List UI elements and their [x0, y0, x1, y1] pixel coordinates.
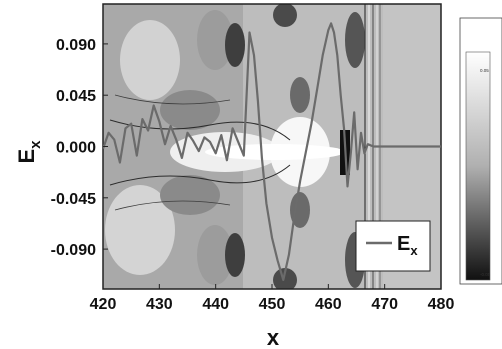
x-tick-label: 460: [315, 296, 342, 313]
x-axis-title: x: [267, 325, 280, 349]
y-axis-title-main: E: [14, 149, 39, 164]
x-tick-label: 440: [202, 296, 229, 313]
colorbar-tick-top: 0.05: [480, 68, 489, 73]
x-tick-label: 430: [146, 296, 173, 313]
y-tick-label: 0.045: [56, 88, 96, 105]
y-tick-label: -0.045: [51, 191, 96, 208]
colorbar: 0.05 -0.05: [459, 17, 502, 285]
series-ex-line: [103, 22, 441, 281]
y-tick-label: 0.090: [56, 37, 96, 54]
colorbar-gradient: [465, 51, 491, 281]
y-tick-label: -0.090: [51, 242, 96, 259]
x-tick-label: 420: [90, 296, 117, 313]
legend: Ex: [355, 220, 431, 272]
legend-label-main: E: [397, 233, 410, 255]
colorbar-tick-bottom: -0.05: [480, 272, 491, 277]
y-axis-title-subscript: x: [27, 140, 44, 149]
legend-label: Ex: [397, 233, 418, 258]
x-axis-ticks: 420 430 440 450 460 470 480: [90, 284, 455, 313]
y-axis-title: Ex: [14, 140, 44, 164]
legend-box: [355, 220, 431, 272]
x-tick-label: 470: [371, 296, 398, 313]
x-tick-label: 480: [428, 296, 455, 313]
x-tick-label: 450: [259, 296, 286, 313]
y-tick-label: 0.000: [56, 140, 96, 157]
legend-label-subscript: x: [410, 243, 418, 258]
y-axis-ticks: 0.090 0.045 0.000 -0.045 -0.090: [51, 37, 108, 259]
